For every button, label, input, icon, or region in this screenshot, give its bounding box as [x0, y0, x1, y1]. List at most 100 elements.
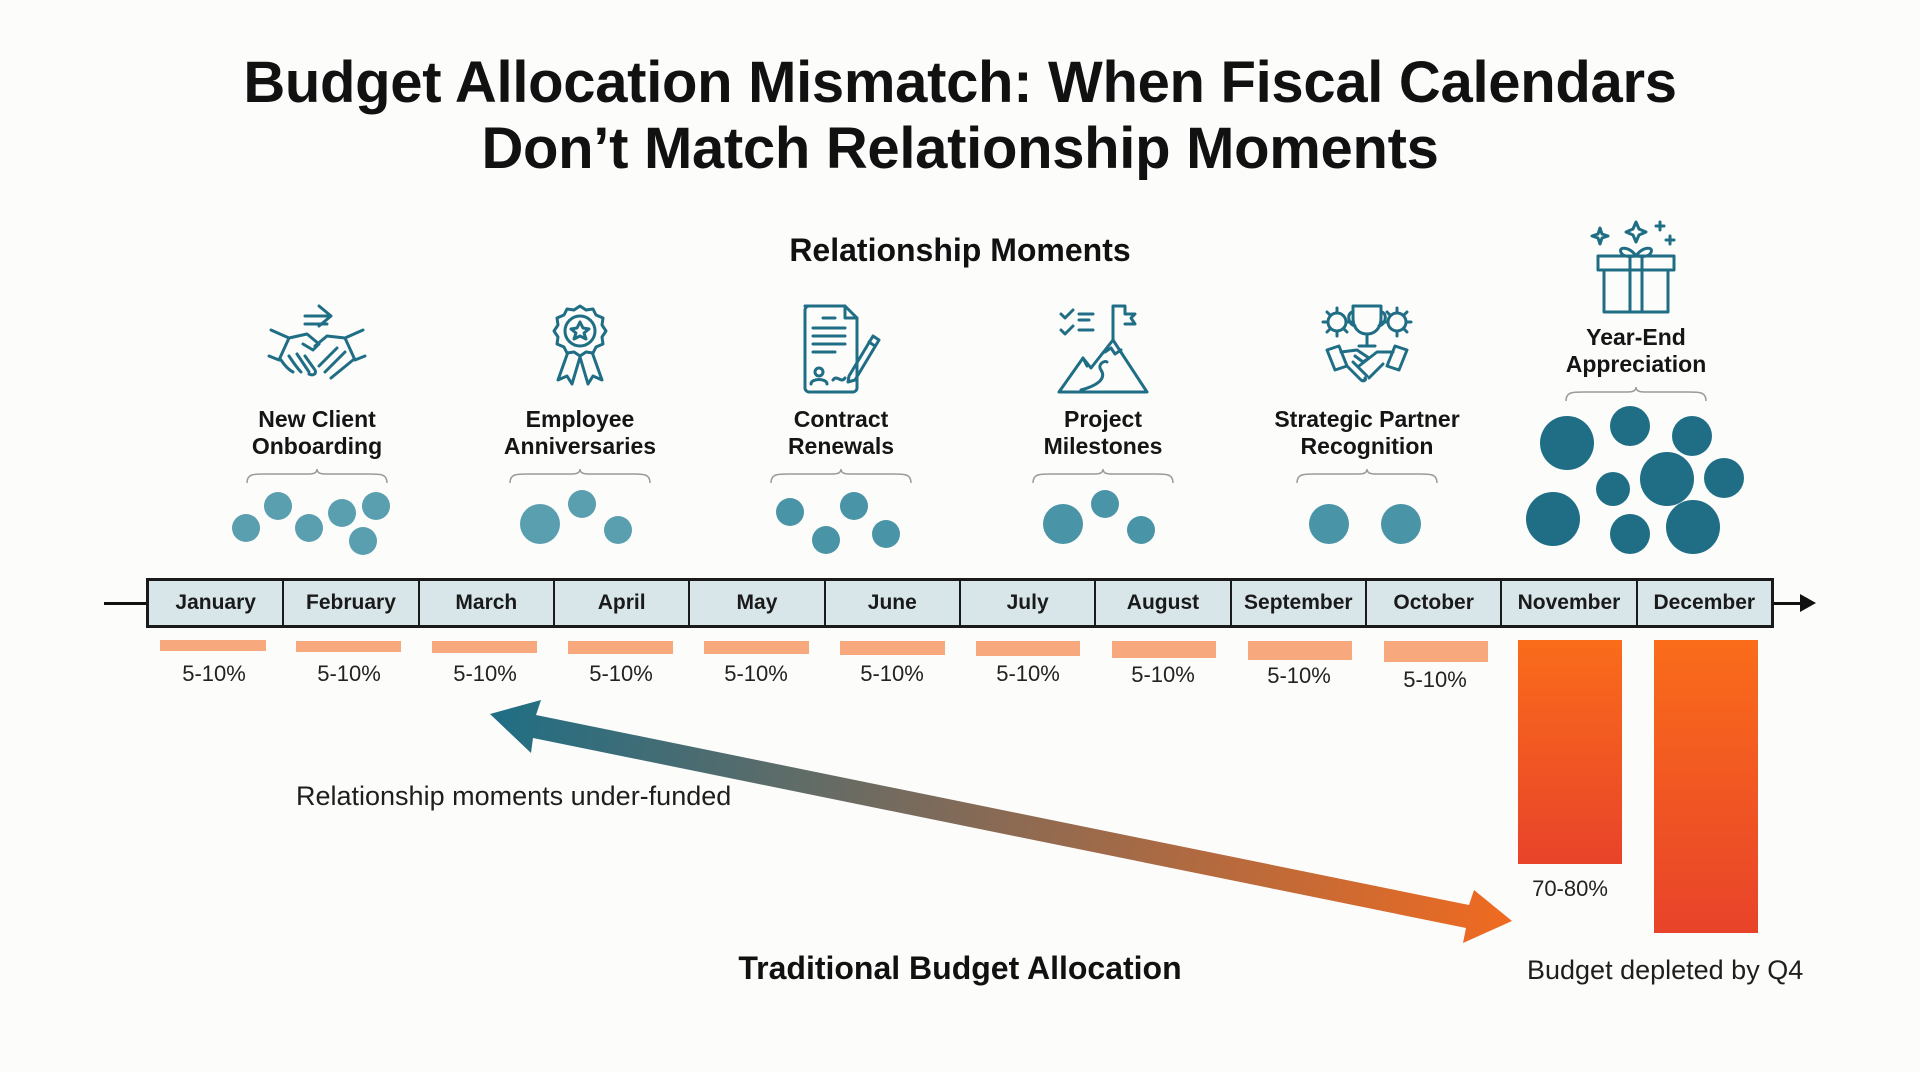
timeline-arrow-icon: [1800, 594, 1816, 612]
allocation-label-july: 5-10%: [996, 661, 1060, 686]
underfunded-note: Relationship moments under-funded: [296, 781, 732, 811]
dot: [1526, 492, 1580, 546]
dot: [1596, 472, 1630, 506]
month-february: February: [284, 581, 420, 625]
depleted-note: Budget depleted by Q4: [1527, 955, 1804, 985]
moment-new-client-onboarding: New Client Onboarding: [187, 300, 447, 555]
allocation-bar-november: [1518, 640, 1622, 864]
page-title: Budget Allocation Mismatch: When Fiscal …: [0, 50, 1920, 182]
brace-divider: [1565, 386, 1707, 402]
month-strip: January February March April May June Ju…: [146, 578, 1774, 628]
intensity-dots: [776, 486, 906, 554]
mountain-flag-checklist-icon: [1057, 304, 1149, 394]
allocation-label-june: 5-10%: [860, 661, 924, 686]
month-october: October: [1367, 581, 1503, 625]
allocation-label-november: 70-80%: [1532, 876, 1608, 901]
dot: [1704, 458, 1744, 498]
allocation-label-october: 5-10%: [1403, 667, 1467, 692]
intensity-dots: [1309, 486, 1425, 552]
allocation-label-september: 5-10%: [1267, 663, 1331, 688]
contract-signature-icon: [803, 304, 881, 394]
dot: [776, 498, 804, 526]
dot: [232, 514, 260, 542]
title-line-1: Budget Allocation Mismatch: When Fiscal …: [243, 50, 1677, 115]
allocation-label-april: 5-10%: [589, 661, 653, 686]
month-march: March: [420, 581, 555, 625]
allocation-bar-september: [1248, 641, 1352, 660]
month-july: July: [961, 581, 1097, 625]
moment-project-milestones: Project Milestones: [973, 300, 1233, 552]
dot: [872, 520, 900, 548]
gift-sparkle-icon: [1590, 220, 1676, 314]
intensity-dots: [520, 486, 640, 552]
dot: [264, 492, 292, 520]
allocation-label-march: 5-10%: [453, 661, 517, 686]
month-december: December: [1653, 591, 1756, 614]
title-line-2: Don’t Match Relationship Moments: [481, 116, 1439, 181]
intensity-dots: [1526, 404, 1746, 554]
allocation-bar-february: [296, 641, 401, 652]
brace-divider: [770, 468, 912, 484]
moment-label: Project Milestones: [1043, 406, 1163, 459]
dot: [1666, 500, 1720, 554]
month-august: August: [1096, 581, 1232, 625]
dot: [812, 526, 840, 554]
month-june: June: [826, 581, 961, 625]
moment-label: Year-End Appreciation: [1565, 324, 1707, 377]
allocation-bar-july: [976, 641, 1080, 656]
allocation-label-august: 5-10%: [1131, 662, 1195, 687]
award-ribbon-icon: [552, 304, 608, 386]
moment-year-end-appreciation: Year-End Appreciation: [1506, 218, 1766, 554]
dot: [1127, 516, 1155, 544]
dot: [328, 499, 356, 527]
dot: [604, 516, 632, 544]
timeline-axis-left: [104, 602, 146, 605]
brace-divider: [246, 468, 388, 484]
month-september: September: [1232, 581, 1367, 625]
moment-contract-renewals: Contract Renewals: [711, 300, 971, 554]
moment-label: New Client Onboarding: [251, 406, 383, 459]
dot: [1610, 514, 1650, 554]
month-april: April: [555, 581, 691, 625]
allocation-bar-august: [1112, 641, 1216, 658]
moment-strategic-partner-recognition: Strategic Partner Recognition: [1237, 300, 1497, 552]
dot: [1091, 490, 1119, 518]
dot: [1381, 504, 1421, 544]
allocation-bar-june: [840, 641, 945, 655]
allocation-bar-april: [568, 641, 673, 654]
intensity-dots: [232, 486, 402, 555]
allocation-bar-october: [1384, 641, 1488, 662]
allocation-bar-january: [160, 640, 266, 651]
timeline-axis-right: [1774, 602, 1806, 605]
trophy-handshake-icon: [1321, 304, 1413, 383]
handshake-arrow-icon: [267, 304, 367, 380]
allocation-label-january: 5-10%: [182, 661, 246, 686]
dot: [520, 504, 560, 544]
brace-divider: [1296, 468, 1438, 484]
dot: [1540, 416, 1594, 470]
month-november: November: [1502, 581, 1638, 625]
allocation-label-may: 5-10%: [724, 661, 788, 686]
allocation-bar-march: [432, 641, 537, 653]
month-january: January: [149, 581, 285, 625]
intensity-dots: [1043, 486, 1163, 552]
brace-divider: [509, 468, 651, 484]
moment-label: Strategic Partner Recognition: [1274, 406, 1460, 459]
allocation-label-february: 5-10%: [317, 661, 381, 686]
brace-divider: [1032, 468, 1174, 484]
allocation-bar-may: [704, 641, 809, 654]
dot: [349, 527, 377, 555]
moment-label: Contract Renewals: [787, 406, 895, 459]
dot: [295, 514, 323, 542]
moment-label: Employee Anniversaries: [503, 406, 657, 459]
traditional-allocation-title: Traditional Budget Allocation: [738, 950, 1182, 986]
dot: [362, 492, 390, 520]
dot: [840, 492, 868, 520]
allocation-bar-december: [1654, 640, 1758, 933]
dot: [1640, 452, 1694, 506]
dot: [568, 490, 596, 518]
moments-section-title: Relationship Moments: [789, 232, 1131, 268]
moment-employee-anniversaries: Employee Anniversaries: [450, 300, 710, 552]
dot: [1309, 504, 1349, 544]
dot: [1672, 416, 1712, 456]
